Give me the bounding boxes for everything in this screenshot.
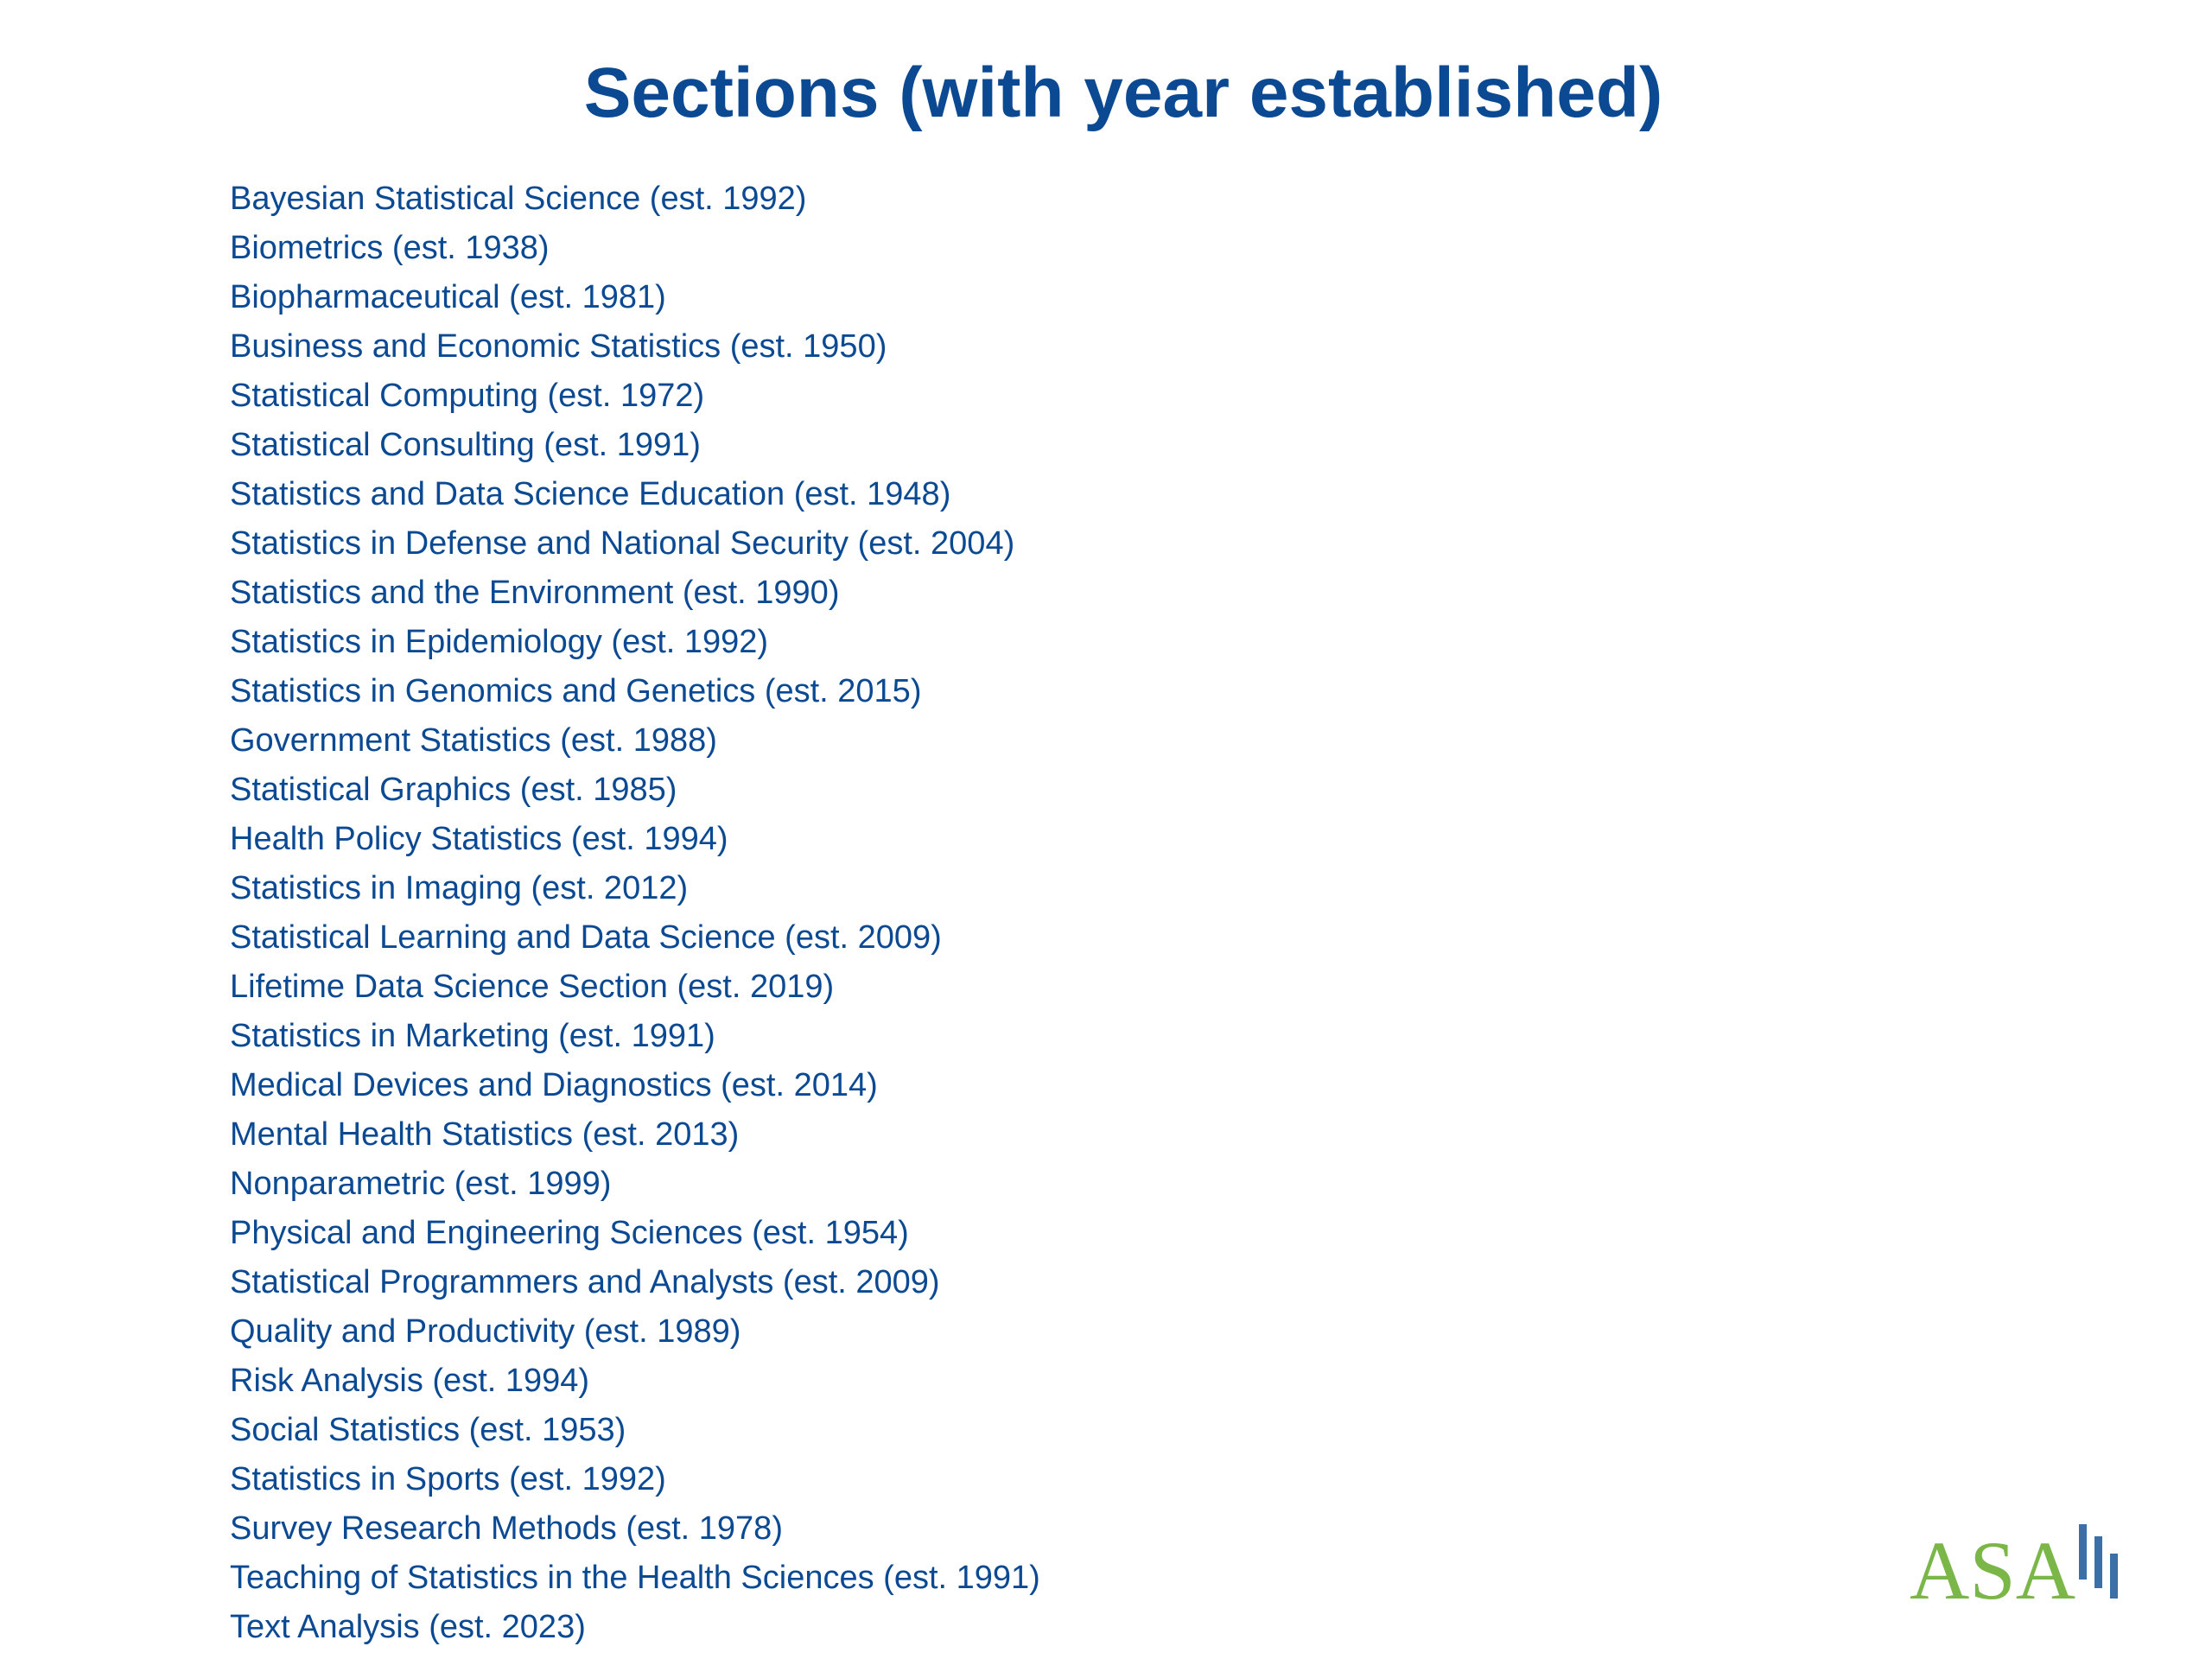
- section-item: Statistics in Marketing (est. 1991): [230, 1018, 715, 1054]
- logo-bar-3: [2110, 1554, 2118, 1599]
- slide-title: Sections (with year established): [583, 54, 1663, 132]
- section-item: Government Statistics (est. 1988): [230, 722, 717, 759]
- section-item: Statistics and the Environment (est. 199…: [230, 575, 840, 611]
- section-item: Business and Economic Statistics (est. 1…: [230, 328, 887, 365]
- asa-logo-bars: [2079, 1524, 2118, 1599]
- section-item: Statistical Learning and Data Science (e…: [230, 919, 942, 956]
- section-item: Health Policy Statistics (est. 1994): [230, 821, 728, 857]
- section-item: Risk Analysis (est. 1994): [230, 1363, 590, 1399]
- section-item: Physical and Engineering Sciences (est. …: [230, 1215, 909, 1251]
- logo-bar-2: [2094, 1536, 2102, 1588]
- section-item: Statistics and Data Science Education (e…: [230, 476, 951, 512]
- section-item: Lifetime Data Science Section (est. 2019…: [230, 969, 835, 1005]
- section-item: Statistical Graphics (est. 1985): [230, 772, 677, 808]
- section-item: Statistics in Defense and National Secur…: [230, 525, 1015, 562]
- logo-bar-1: [2079, 1524, 2087, 1580]
- section-item: Medical Devices and Diagnostics (est. 20…: [230, 1067, 878, 1103]
- section-item: Statistics in Sports (est. 1992): [230, 1461, 666, 1497]
- asa-logo: ASA: [1910, 1524, 2118, 1605]
- section-item: Statistical Consulting (est. 1991): [230, 427, 701, 463]
- section-item: Statistical Computing (est. 1972): [230, 378, 705, 414]
- section-item: Teaching of Statistics in the Health Sci…: [230, 1560, 1040, 1596]
- section-item: Survey Research Methods (est. 1978): [230, 1510, 783, 1547]
- section-item: Biopharmaceutical (est. 1981): [230, 279, 666, 315]
- section-list: Bayesian Statistical Science (est. 1992)…: [230, 175, 1040, 1652]
- section-item: Bayesian Statistical Science (est. 1992): [230, 181, 807, 217]
- section-item: Social Statistics (est. 1953): [230, 1412, 626, 1448]
- section-item: Statistics in Imaging (est. 2012): [230, 870, 689, 906]
- section-item: Mental Health Statistics (est. 2013): [230, 1116, 740, 1153]
- asa-logo-text: ASA: [1910, 1524, 2075, 1605]
- section-item: Quality and Productivity (est. 1989): [230, 1313, 741, 1350]
- section-item: Nonparametric (est. 1999): [230, 1166, 612, 1202]
- section-item: Text Analysis (est. 2023): [230, 1609, 586, 1645]
- section-item: Statistics in Epidemiology (est. 1992): [230, 624, 769, 660]
- section-item: Statistical Programmers and Analysts (es…: [230, 1264, 940, 1300]
- section-item: Biometrics (est. 1938): [230, 230, 550, 266]
- section-item: Statistics in Genomics and Genetics (est…: [230, 673, 922, 709]
